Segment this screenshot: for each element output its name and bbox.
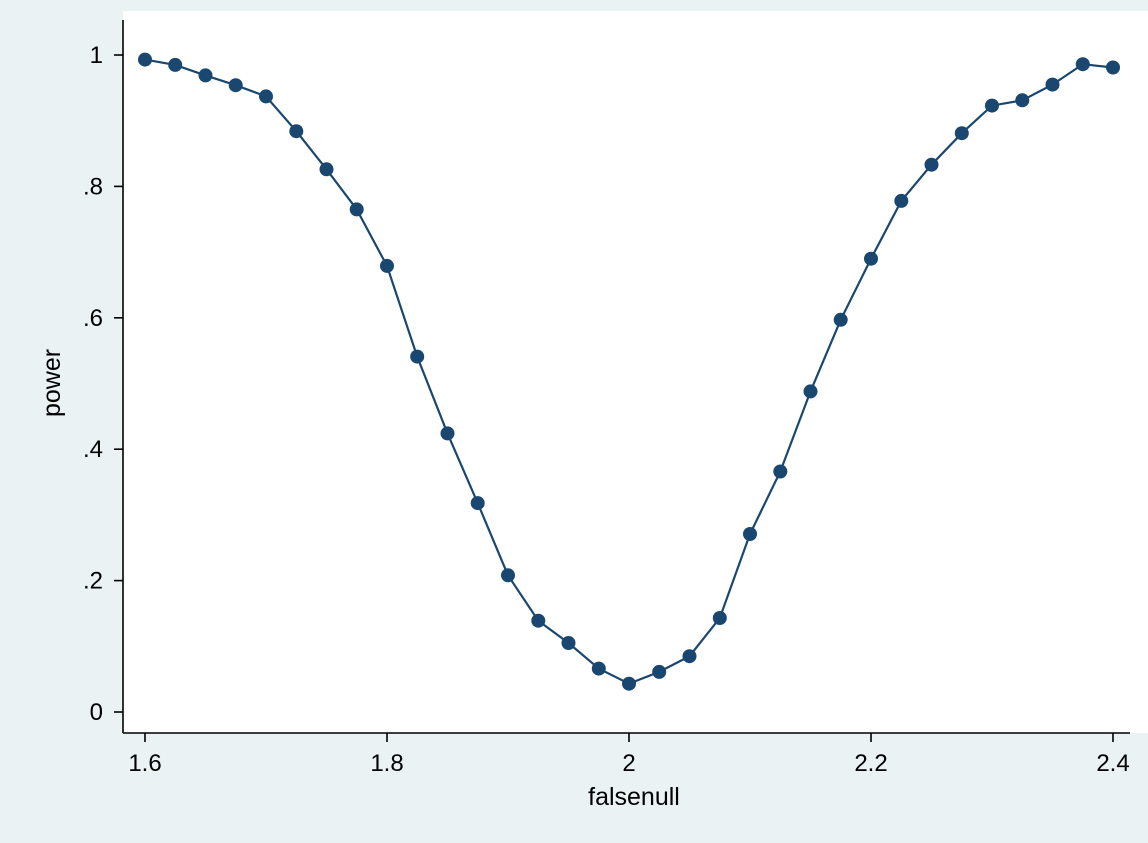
data-point: [259, 89, 273, 104]
y-tick-label: 0: [90, 699, 103, 726]
data-point: [924, 157, 939, 172]
data-point: [501, 568, 515, 583]
x-tick-label: 2.2: [854, 750, 887, 777]
x-tick-label: 2: [622, 750, 635, 777]
data-point: [410, 349, 425, 364]
data-point: [622, 676, 636, 691]
data-point: [864, 251, 878, 266]
data-point: [380, 258, 394, 273]
data-point: [1075, 57, 1090, 72]
axes-layer: 0 .2 .4 .6 .8 1 1.6 1.8 2 2.2 2.4: [83, 11, 1148, 777]
y-tick-label: .2: [83, 568, 103, 595]
x-tick-label: 1.8: [370, 750, 403, 777]
data-point: [1045, 77, 1060, 92]
data-point: [985, 98, 999, 113]
data-point: [591, 661, 606, 676]
data-point: [228, 78, 243, 93]
data-point: [138, 52, 152, 67]
data-point: [652, 664, 667, 679]
data-point: [289, 124, 304, 139]
data-point: [319, 162, 334, 177]
data-point: [168, 57, 183, 72]
labels-layer: falsenull power: [38, 349, 680, 811]
y-tick-label: .6: [83, 305, 103, 332]
data-point: [894, 193, 909, 208]
y-tick-label: .4: [83, 436, 103, 463]
series-layer: [138, 52, 1120, 691]
data-point: [1106, 60, 1120, 75]
data-point: [470, 496, 485, 511]
x-tick-label: 1.6: [128, 750, 161, 777]
data-point: [531, 613, 546, 628]
data-point: [743, 527, 757, 541]
data-point: [803, 384, 818, 399]
x-tick-label: 2.4: [1096, 750, 1129, 777]
data-point: [954, 126, 969, 141]
data-point: [833, 312, 848, 327]
y-axis-title: power: [38, 349, 66, 417]
y-tick-label: .8: [83, 173, 103, 200]
data-point: [349, 202, 364, 217]
plot-area: [123, 11, 1148, 733]
data-point: [561, 636, 576, 650]
data-point: [712, 611, 727, 625]
data-point: [682, 649, 697, 664]
data-point: [1015, 93, 1030, 108]
data-point: [440, 426, 455, 441]
data-point: [773, 464, 788, 479]
data-point: [198, 68, 213, 83]
x-axis-title: falsenull: [588, 783, 680, 811]
y-tick-label: 1: [90, 42, 103, 69]
